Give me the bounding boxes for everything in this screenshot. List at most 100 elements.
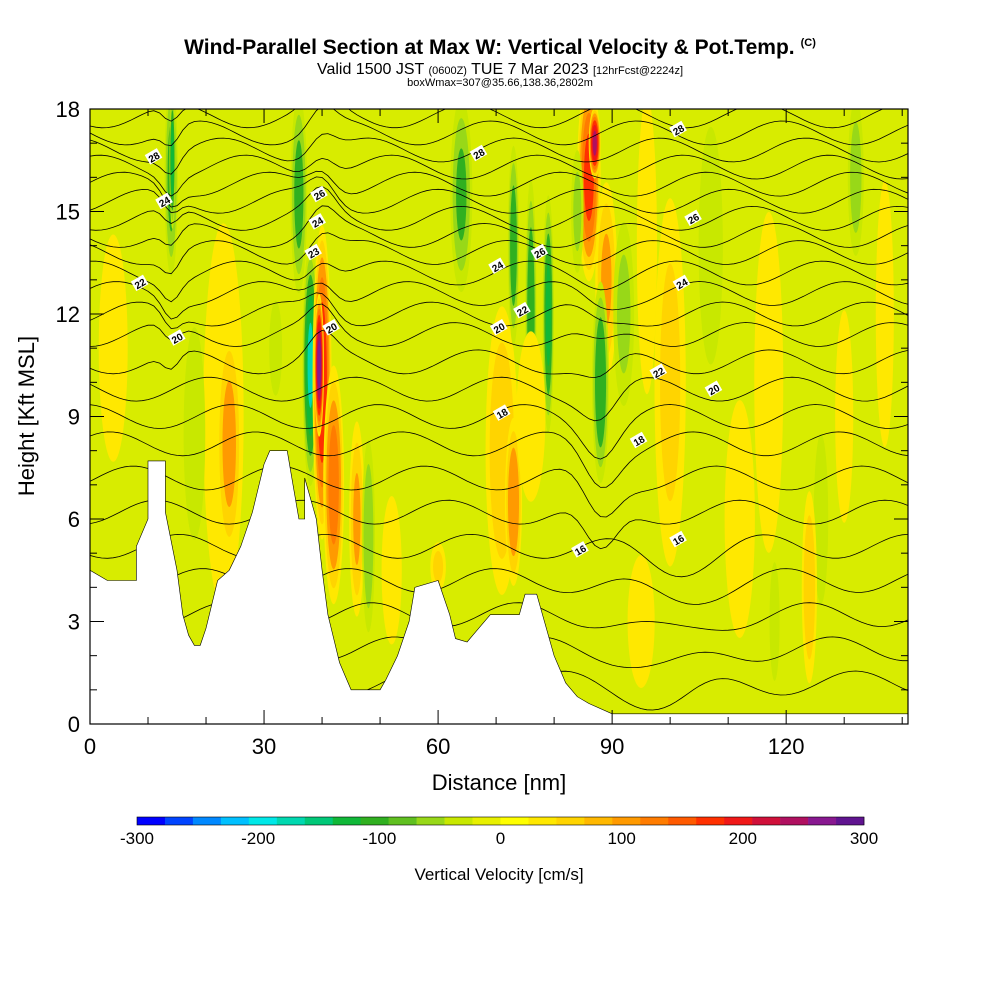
contour-label-bg xyxy=(310,185,328,203)
contour-label-28: 28 xyxy=(669,120,687,138)
velocity-cell-7 xyxy=(290,109,308,294)
copyright-mark: (C) xyxy=(800,37,816,49)
velocity-cell-35 xyxy=(754,211,784,553)
y-tick-label: 3 xyxy=(68,610,80,635)
contour-label-bg xyxy=(144,148,163,165)
contour-label-18: 18 xyxy=(629,431,648,449)
colorbar-tick-label: 100 xyxy=(607,829,635,848)
contour-label-bg xyxy=(469,144,488,162)
contour-label-28: 28 xyxy=(144,148,163,166)
velocity-cell-43 xyxy=(98,234,128,462)
velocity-cell-28 xyxy=(591,281,610,484)
contour-label-22: 22 xyxy=(130,274,149,292)
velocity-cell-32 xyxy=(654,198,686,567)
colorbar-swatch xyxy=(780,817,809,825)
colorbar-tick-label: -300 xyxy=(120,829,154,848)
contour-label-20: 20 xyxy=(704,380,723,398)
contour-label-text: 20 xyxy=(324,321,340,336)
velocity-cell-34 xyxy=(724,400,755,638)
forecast-info: [12hrFcst@2224z] xyxy=(592,65,684,77)
x-tick-label: 0 xyxy=(84,734,96,759)
isentrope-line xyxy=(90,232,908,275)
colorbar-tick-label: 0 xyxy=(496,829,505,848)
chart-title: Wind-Parallel Section at Max W: Vertical… xyxy=(0,36,1000,60)
contour-label-text: 22 xyxy=(133,277,149,292)
valid-date: TUE 7 Mar 2023 xyxy=(471,61,589,78)
contour-label-28: 28 xyxy=(469,144,488,162)
colorbar-swatch xyxy=(304,817,334,825)
contour-label-bg xyxy=(629,431,648,449)
contour-label-bg xyxy=(489,319,508,336)
velocity-cell-37 xyxy=(813,433,829,605)
y-tick-label: 6 xyxy=(68,507,80,532)
colorbar-tick-label: 300 xyxy=(850,829,878,848)
valid-utc: (0600Z) xyxy=(428,65,467,77)
contour-label-bg xyxy=(308,213,326,230)
contour-label-bg xyxy=(155,192,173,210)
isentrope-line xyxy=(90,154,908,197)
contour-label-22: 22 xyxy=(649,363,667,381)
velocity-cell-38 xyxy=(801,491,817,684)
y-tick-label: 12 xyxy=(56,302,80,327)
y-tick-label: 9 xyxy=(68,405,80,430)
colorbar-label: Vertical Velocity [cm/s] xyxy=(414,865,583,884)
colorbar-swatch xyxy=(192,817,222,825)
y-tick-label: 18 xyxy=(56,97,80,122)
colorbar-tick-label: -100 xyxy=(362,829,396,848)
contour-label-bg xyxy=(672,274,691,292)
contour-label-24: 24 xyxy=(672,274,691,292)
contour-label-bg xyxy=(488,257,506,275)
colorbar-swatch xyxy=(640,817,669,825)
y-axis: 0 3 6 9 12 15 18 xyxy=(56,97,908,737)
velocity-cell-11 xyxy=(323,365,345,605)
colorbar-frame xyxy=(136,816,865,826)
velocity-cell-3 xyxy=(183,327,206,540)
colorbar-swatch xyxy=(528,817,557,825)
contour-label-26: 26 xyxy=(530,243,549,261)
contour-label-text: 26 xyxy=(533,246,549,261)
colorbar-swatch xyxy=(696,817,725,825)
contour-label-bg xyxy=(530,243,549,261)
contour-labels: 28 24 22 20 26 24 23 20 28 26 24 22 20 18 16 18 16 22 24 26… xyxy=(130,120,723,559)
contour-label-24: 24 xyxy=(488,257,506,275)
colorbar-swatch xyxy=(808,817,837,825)
isentrope-line xyxy=(90,281,908,320)
contour-label-text: 20 xyxy=(492,321,508,336)
contour-label-text: 22 xyxy=(515,304,531,319)
contour-label-22: 22 xyxy=(513,301,531,319)
contour-label-26: 26 xyxy=(684,209,702,227)
contour-label-20: 20 xyxy=(489,319,508,337)
contour-label-20: 20 xyxy=(167,329,186,347)
contour-label-bg xyxy=(669,120,687,138)
velocity-cell-36 xyxy=(769,562,780,681)
contour-label-text: 20 xyxy=(170,331,186,346)
y-tick-label: 0 xyxy=(68,712,80,737)
velocity-cell-14 xyxy=(381,495,402,645)
isentrope-line xyxy=(90,533,908,578)
colorbar-swatch xyxy=(164,817,194,825)
contour-label-text: 28 xyxy=(671,123,687,138)
x-tick-label: 30 xyxy=(252,734,276,759)
box-info: boxWmax=307@35.66,138.36,2802m xyxy=(407,77,593,89)
contour-label-26: 26 xyxy=(310,185,328,203)
colorbar-swatch xyxy=(836,817,865,825)
contour-label-text: 24 xyxy=(675,277,691,292)
contour-label-text: 16 xyxy=(671,533,687,548)
colorbar-tick-label: -200 xyxy=(241,829,275,848)
velocity-cell-29 xyxy=(571,150,584,273)
terrain-mask xyxy=(90,450,908,724)
isentrope-line xyxy=(90,170,908,208)
x-tick-label: 90 xyxy=(600,734,624,759)
contour-label-text: 20 xyxy=(707,383,723,398)
contour-label-text: 18 xyxy=(632,434,648,449)
colorbar-swatch xyxy=(388,817,417,825)
isentrope-line xyxy=(90,109,884,129)
contour-label-text: 24 xyxy=(490,260,506,275)
colorbar-swatch xyxy=(416,817,445,825)
contour-label-text: 26 xyxy=(686,212,702,227)
contour-label-bg xyxy=(322,319,340,336)
isentrope-line xyxy=(90,376,908,422)
colorbar-swatch xyxy=(248,817,278,825)
isentrope-line xyxy=(90,205,908,248)
contour-label-23: 23 xyxy=(304,243,322,261)
